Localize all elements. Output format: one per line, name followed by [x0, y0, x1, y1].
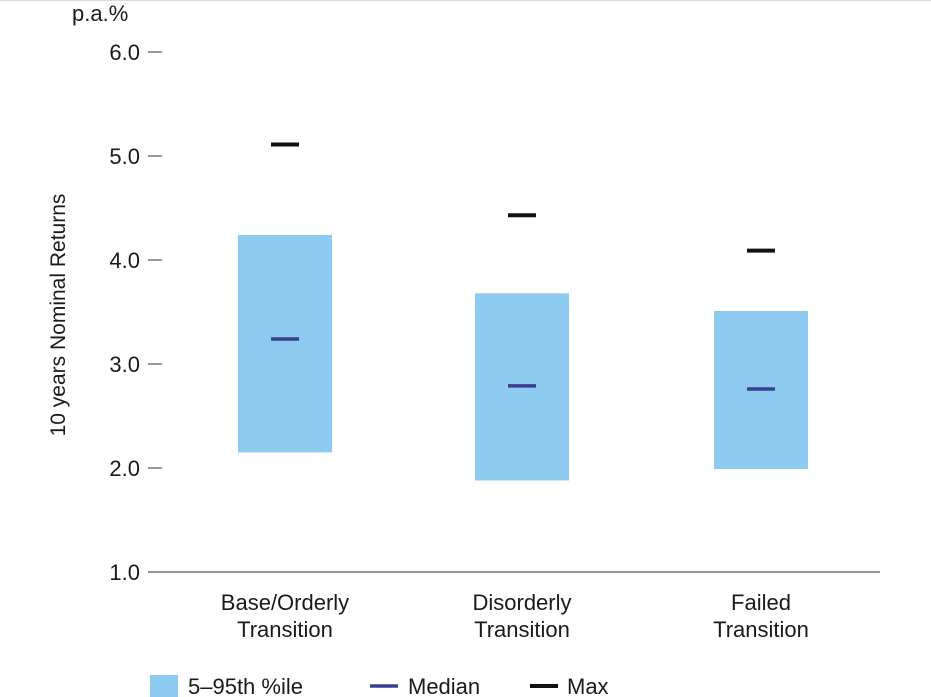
category-label: Disorderly: [472, 590, 571, 615]
range-bar: [238, 235, 332, 453]
category-label: Transition: [713, 617, 809, 642]
y-tick-label: 5.0: [109, 144, 140, 169]
unit-label: p.a.%: [72, 1, 128, 26]
axes: 6.05.04.03.02.01.0Base/OrderlyTransition…: [109, 40, 880, 642]
y-tick-label: 6.0: [109, 40, 140, 65]
y-axis-title: 10 years Nominal Returns: [47, 194, 70, 437]
chart-marks: [238, 142, 808, 481]
y-tick-label: 1.0: [109, 560, 140, 585]
category-label: Failed: [731, 590, 791, 615]
legend-label-median: Median: [408, 674, 480, 697]
y-tick-label: 2.0: [109, 456, 140, 481]
legend: 5–95th %ile Median Max: [150, 674, 609, 697]
y-tick-label: 3.0: [109, 352, 140, 377]
category-label: Transition: [237, 617, 333, 642]
top-border: [0, 0, 931, 1]
y-tick-label: 4.0: [109, 248, 140, 273]
legend-label-range: 5–95th %ile: [188, 674, 303, 697]
legend-label-max: Max: [567, 674, 609, 697]
legend-swatch-range: [150, 675, 178, 697]
category-label: Base/Orderly: [221, 590, 349, 615]
category-label: Transition: [474, 617, 570, 642]
